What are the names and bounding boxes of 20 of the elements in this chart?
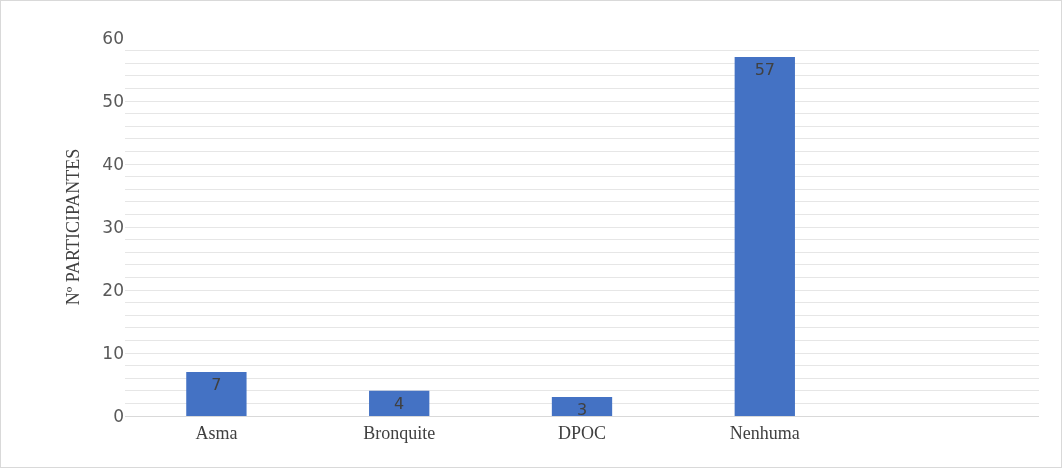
bar [369, 390, 430, 416]
data-label: 3 [576, 400, 588, 420]
y-tick-label: 40 [102, 153, 124, 174]
x-tick-label: Nenhuma [729, 422, 800, 443]
y-tick-label: 50 [102, 90, 124, 111]
y-tick-label: 60 [102, 27, 124, 48]
bar [551, 397, 613, 416]
x-tick-label: DPOC [557, 422, 607, 443]
y-tick-label: 10 [102, 342, 124, 363]
x-tick-label: Asma [195, 422, 238, 443]
data-label: 7 [211, 374, 222, 394]
y-tick-label: 20 [102, 279, 124, 300]
bar [186, 371, 247, 416]
y-tick-label: 30 [102, 216, 124, 237]
data-label: 57 [754, 59, 775, 79]
bar [734, 56, 795, 416]
y-axis-title: Nº PARTICIPANTES [62, 148, 83, 306]
data-label: 4 [394, 393, 405, 413]
y-tick-label: 0 [113, 405, 124, 426]
x-tick-label: Bronquite [363, 422, 436, 443]
